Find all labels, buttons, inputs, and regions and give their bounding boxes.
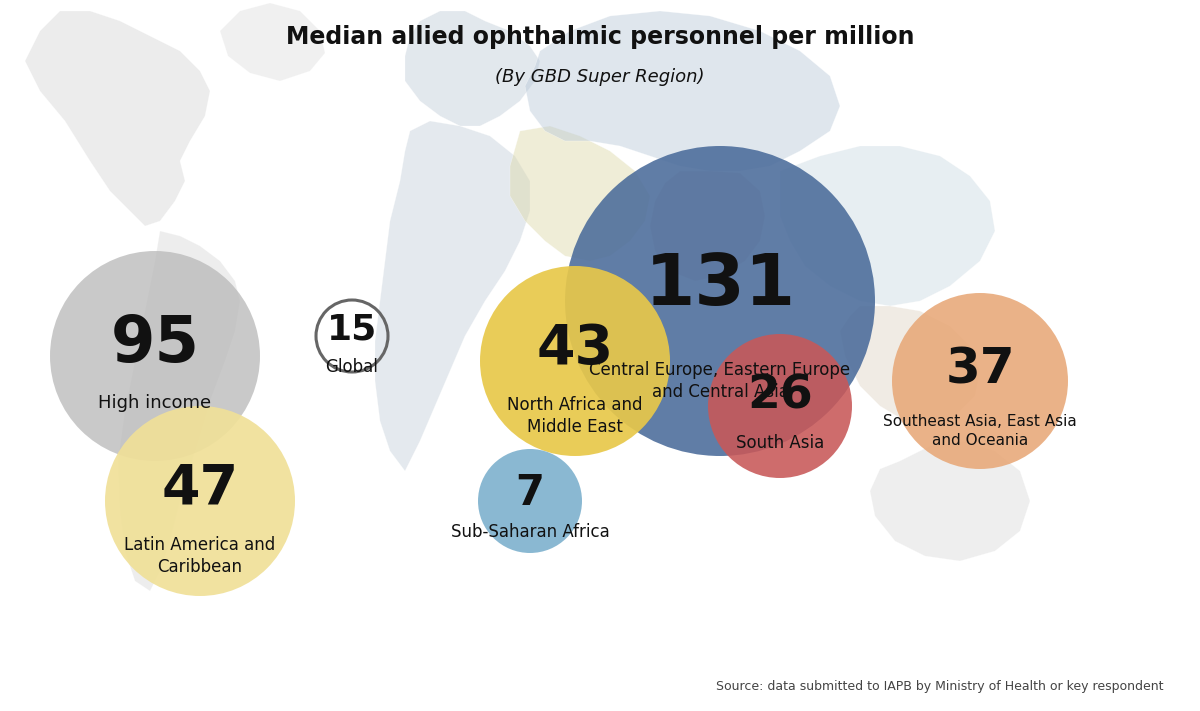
Polygon shape bbox=[406, 11, 540, 126]
Polygon shape bbox=[374, 121, 530, 471]
Text: North Africa and
Middle East: North Africa and Middle East bbox=[508, 396, 643, 437]
Text: Source: data submitted to IAPB by Ministry of Health or key respondent: Source: data submitted to IAPB by Minist… bbox=[716, 680, 1164, 693]
Circle shape bbox=[50, 251, 260, 461]
Polygon shape bbox=[526, 11, 840, 171]
Circle shape bbox=[565, 146, 875, 456]
Circle shape bbox=[708, 334, 852, 478]
Polygon shape bbox=[650, 171, 766, 281]
Text: 95: 95 bbox=[110, 313, 199, 375]
Text: Latin America and
Caribbean: Latin America and Caribbean bbox=[125, 536, 276, 576]
Text: 26: 26 bbox=[748, 373, 812, 419]
Text: Global: Global bbox=[325, 358, 378, 376]
Circle shape bbox=[478, 449, 582, 553]
Circle shape bbox=[480, 266, 670, 456]
Polygon shape bbox=[870, 441, 1030, 561]
Polygon shape bbox=[118, 231, 240, 591]
Text: Median allied ophthalmic personnel per million: Median allied ophthalmic personnel per m… bbox=[286, 25, 914, 49]
Text: (By GBD Super Region): (By GBD Super Region) bbox=[496, 68, 704, 85]
Circle shape bbox=[106, 406, 295, 596]
Circle shape bbox=[892, 293, 1068, 469]
Polygon shape bbox=[780, 146, 995, 306]
Text: 47: 47 bbox=[162, 462, 239, 516]
Text: 15: 15 bbox=[326, 313, 377, 347]
Text: 131: 131 bbox=[644, 252, 796, 321]
Polygon shape bbox=[510, 126, 650, 261]
Polygon shape bbox=[220, 3, 325, 81]
Polygon shape bbox=[840, 306, 980, 426]
Text: Central Europe, Eastern Europe
and Central Asia: Central Europe, Eastern Europe and Centr… bbox=[589, 361, 851, 401]
Text: 43: 43 bbox=[536, 322, 613, 376]
Polygon shape bbox=[25, 11, 210, 226]
Text: Southeast Asia, East Asia
and Oceania: Southeast Asia, East Asia and Oceania bbox=[883, 414, 1076, 448]
Text: Sub-Saharan Africa: Sub-Saharan Africa bbox=[451, 523, 610, 541]
Text: 37: 37 bbox=[946, 345, 1015, 393]
Text: South Asia: South Asia bbox=[736, 434, 824, 452]
Text: 7: 7 bbox=[516, 472, 545, 514]
Text: High income: High income bbox=[98, 394, 211, 412]
